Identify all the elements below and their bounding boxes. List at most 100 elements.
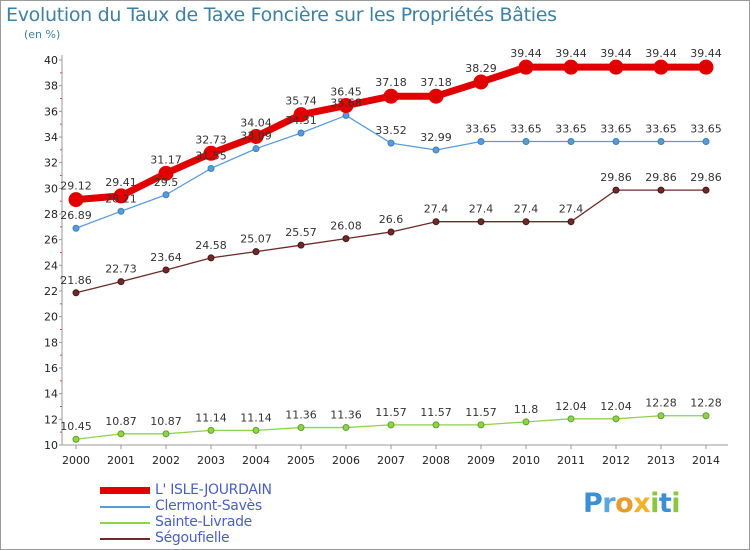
data-label: 33.65 [690, 122, 722, 135]
x-tick-label: 2011 [557, 454, 585, 467]
data-point [432, 421, 440, 429]
data-point [72, 435, 80, 443]
data-point [428, 88, 444, 104]
legend-label: Sainte-Livrade [155, 514, 252, 530]
data-label: 10.45 [60, 420, 92, 433]
data-point [297, 424, 305, 432]
y-tick-label: 40 [44, 54, 58, 67]
data-label: 35.74 [285, 95, 317, 108]
data-point [612, 186, 620, 194]
data-label: 29.86 [690, 171, 722, 184]
data-label: 11.36 [330, 409, 362, 422]
data-label: 12.04 [555, 400, 587, 413]
data-point [72, 224, 80, 232]
data-point [117, 430, 125, 438]
data-point [207, 164, 215, 172]
legend-swatch [100, 522, 150, 524]
data-label: 27.4 [514, 203, 539, 216]
legend-label: Clermont-Savès [155, 498, 262, 514]
data-point [657, 137, 665, 145]
data-point [113, 188, 129, 204]
data-label: 37.18 [420, 76, 452, 89]
data-point [297, 241, 305, 249]
y-tick-label: 22 [44, 285, 58, 298]
legend-label: L' ISLE-JOURDAIN [155, 482, 272, 498]
data-label: 33.65 [465, 122, 497, 135]
data-point [477, 218, 485, 226]
data-label: 23.64 [150, 251, 182, 264]
data-point [162, 191, 170, 199]
data-point [657, 186, 665, 194]
y-tick-label: 10 [44, 439, 58, 452]
y-tick-label: 20 [44, 311, 58, 324]
data-label: 33.65 [510, 122, 542, 135]
x-tick-label: 2008 [422, 454, 450, 467]
x-tick-label: 2005 [287, 454, 315, 467]
data-label: 39.44 [600, 47, 632, 60]
y-tick-label: 36 [44, 105, 58, 118]
data-point [297, 129, 305, 137]
data-point [387, 421, 395, 429]
data-point [432, 146, 440, 154]
data-label: 36.45 [330, 86, 362, 99]
y-tick-label: 34 [44, 131, 58, 144]
legend-swatch [100, 538, 150, 540]
data-point [477, 137, 485, 145]
data-label: 32.73 [195, 133, 227, 146]
data-point [612, 137, 620, 145]
data-point [162, 430, 170, 438]
data-point [383, 88, 399, 104]
data-label: 31.17 [150, 153, 182, 166]
data-label: 37.18 [375, 76, 407, 89]
data-label: 29.86 [645, 171, 677, 184]
data-point [387, 228, 395, 236]
data-label: 33.65 [645, 122, 677, 135]
data-label: 24.58 [195, 239, 227, 252]
x-tick-label: 2013 [647, 454, 675, 467]
data-label: 25.57 [285, 226, 317, 239]
data-label: 11.14 [195, 411, 227, 424]
y-tick-label: 24 [44, 259, 58, 272]
y-axis-unit: (en %) [24, 28, 61, 41]
data-point [522, 137, 530, 145]
data-point [702, 412, 710, 420]
data-label: 39.44 [510, 47, 542, 60]
data-point [657, 412, 665, 420]
x-tick-label: 2014 [692, 454, 720, 467]
data-point [608, 59, 624, 75]
data-label: 12.28 [690, 397, 722, 410]
legend-label: Ségoufielle [155, 530, 230, 546]
data-label: 10.87 [150, 415, 182, 428]
data-point [522, 418, 530, 426]
x-tick-label: 2004 [242, 454, 270, 467]
x-tick-label: 2010 [512, 454, 540, 467]
data-label: 11.14 [240, 411, 272, 424]
data-label: 22.73 [105, 263, 137, 276]
data-point [117, 278, 125, 286]
legend-swatch [100, 506, 150, 508]
data-label: 27.4 [469, 203, 494, 216]
data-point [653, 59, 669, 75]
data-point [432, 218, 440, 226]
data-label: 34.31 [285, 114, 317, 127]
data-label: 27.4 [424, 203, 449, 216]
data-point [702, 186, 710, 194]
data-label: 33.65 [555, 122, 587, 135]
data-label: 29.41 [105, 176, 137, 189]
data-label: 33.65 [600, 122, 632, 135]
chart-title: Evolution du Taux de Taxe Foncière sur l… [6, 4, 557, 26]
data-label: 11.36 [285, 409, 317, 422]
data-point [252, 145, 260, 153]
data-point [203, 145, 219, 161]
data-point [702, 137, 710, 145]
y-tick-label: 18 [44, 336, 58, 349]
data-point [522, 218, 530, 226]
data-point [612, 415, 620, 423]
data-label: 38.29 [465, 62, 497, 75]
data-label: 35.68 [330, 96, 362, 109]
x-tick-label: 2012 [602, 454, 630, 467]
y-tick-label: 14 [44, 388, 58, 401]
data-label: 27.4 [559, 203, 584, 216]
